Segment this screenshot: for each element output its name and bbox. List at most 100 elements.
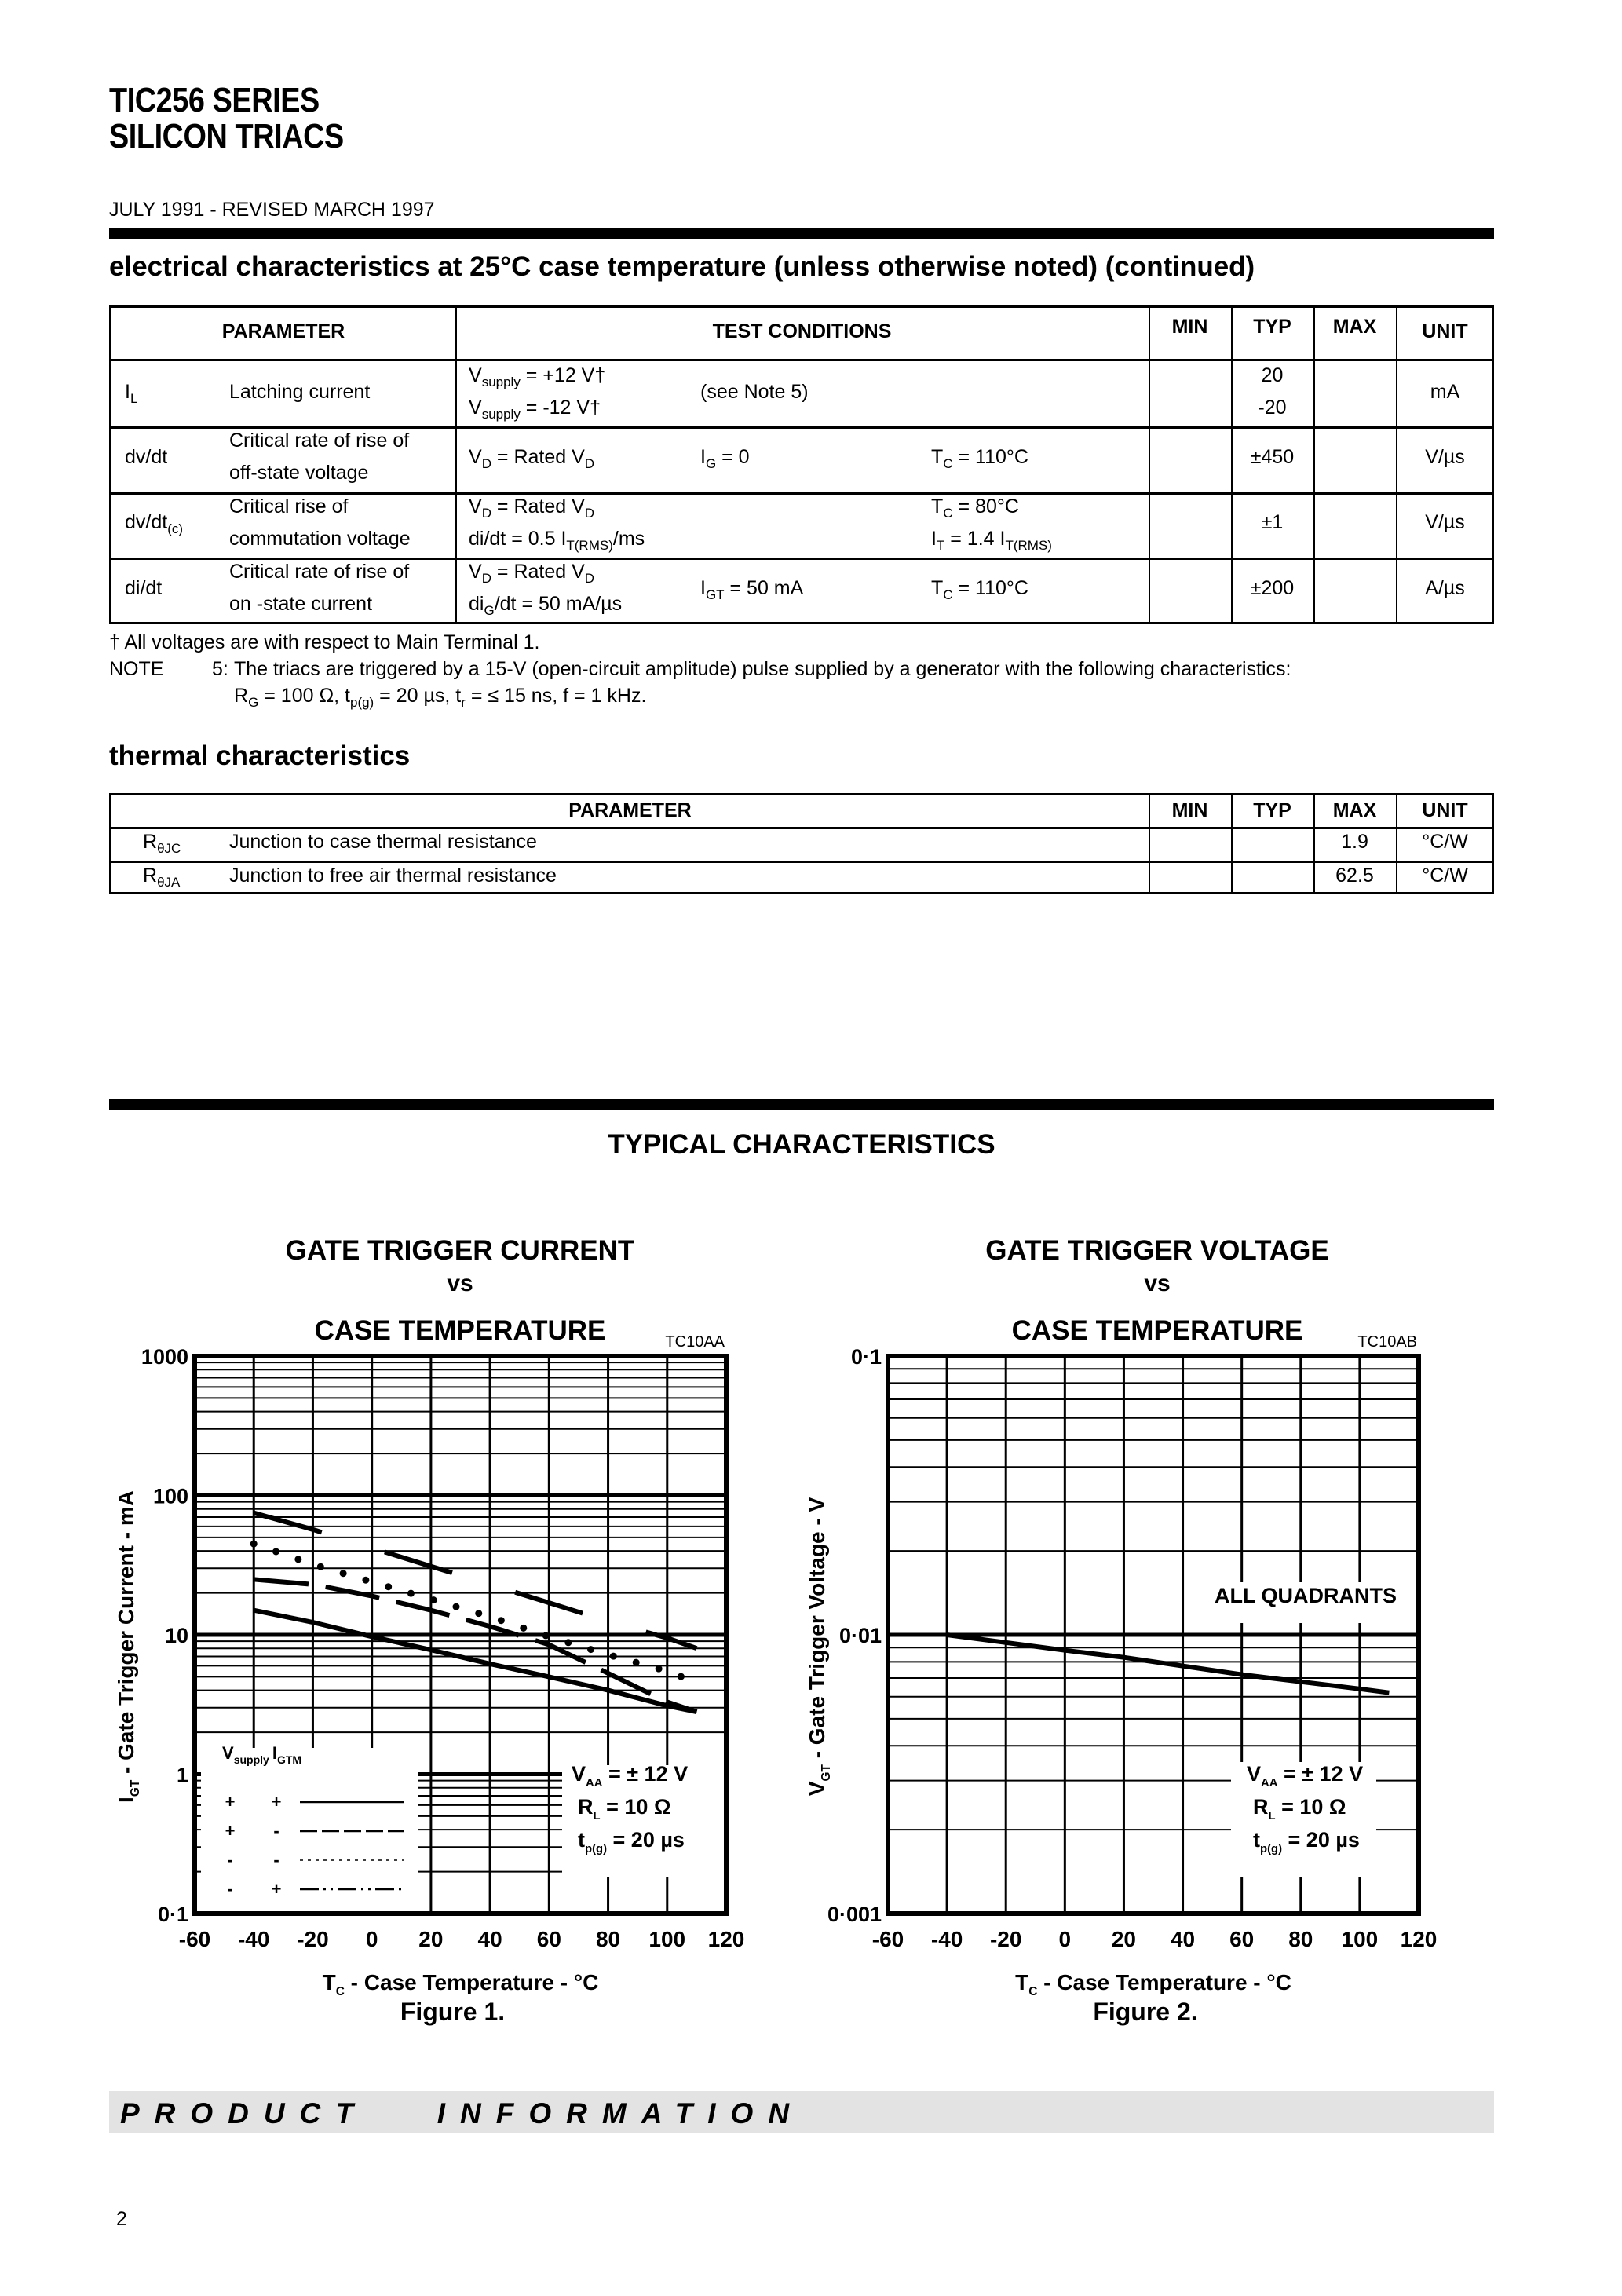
col-header-parameter: PARAMETER xyxy=(221,320,345,342)
param-name: off-state voltage xyxy=(229,462,369,484)
legend-background xyxy=(562,1765,725,1877)
max-value: 62.5 xyxy=(1335,865,1374,887)
x-tick-label: 20 xyxy=(1112,1927,1136,1951)
condition-label: VAA = ± 12 V xyxy=(572,1762,688,1790)
fig1-title-vs: vs xyxy=(447,1270,473,1296)
col-header-max: MAX xyxy=(1332,799,1377,821)
x-axis-label: TC - Case Temperature - °C xyxy=(323,1970,599,1998)
product-information-banner: PRODUCT INFORMATION xyxy=(109,2091,1494,2133)
legend-igtm: + xyxy=(272,1879,282,1899)
param-symbol: dv/dt(c) xyxy=(125,511,184,536)
test-condition: diG/dt = 50 mA/µs xyxy=(469,593,623,618)
col-header-parameter: PARAMETER xyxy=(568,799,692,821)
test-condition: VD = Rated VD xyxy=(469,446,595,471)
page-number: 2 xyxy=(116,2208,127,2230)
x-tick-label: -20 xyxy=(297,1927,328,1951)
x-tick-label: 0 xyxy=(1059,1927,1072,1951)
legend-vsupply: + xyxy=(225,1821,236,1841)
unit-value: mA xyxy=(1430,381,1460,403)
series-line-2 xyxy=(253,1577,698,1714)
x-tick-label: -40 xyxy=(238,1927,269,1951)
col-header-unit: UNIT xyxy=(1422,799,1468,821)
revision-date: JULY 1991 - REVISED MARCH 1997 xyxy=(109,199,435,221)
param-name: Junction to case thermal resistance xyxy=(229,831,537,853)
note-text: The triacs are triggered by a 15-V (open… xyxy=(234,658,1291,680)
plot-frame xyxy=(192,1354,729,1916)
y-tick-label: 1000 xyxy=(141,1345,188,1369)
y-tick-label: 0·001 xyxy=(827,1903,882,1926)
fig2-title-line1: GATE TRIGGER VOLTAGE xyxy=(985,1235,1329,1266)
typ-value: 20 xyxy=(1261,364,1284,386)
condition-label: tp(g) = 20 µs xyxy=(578,1828,685,1855)
condition-label: RL = 10 Ω xyxy=(1253,1795,1346,1823)
legend-header: Vsupply IGTM xyxy=(222,1743,301,1766)
typical-heading: TYPICAL CHARACTERISTICS xyxy=(608,1129,995,1160)
param-name: commutation voltage xyxy=(229,528,411,550)
x-tick-label: 120 xyxy=(1401,1927,1438,1951)
electrical-heading: electrical characteristics at 25°C case … xyxy=(109,251,1255,282)
legend-igtm: - xyxy=(273,1821,279,1841)
col-header-max: MAX xyxy=(1332,316,1377,338)
x-tick-label: 0 xyxy=(366,1927,378,1951)
y-axis-label: VGT - Gate Trigger Voltage - V xyxy=(805,1497,833,1797)
thermal-heading: thermal characteristics xyxy=(109,740,411,771)
test-condition: TC = 110°C xyxy=(931,446,1028,471)
param-name: Critical rate of rise of xyxy=(229,561,410,583)
figure-caption: Figure 2. xyxy=(1093,1998,1197,2026)
series-line-1 xyxy=(946,1632,1390,1695)
x-tick-label: 80 xyxy=(596,1927,620,1951)
test-condition: IGT = 50 mA xyxy=(700,577,804,602)
param-name: Critical rise of xyxy=(229,495,349,517)
col-header-typ: TYP xyxy=(1253,799,1291,821)
test-condition: VD = Rated VD xyxy=(469,495,595,521)
fig2-title-vs: vs xyxy=(1144,1270,1171,1296)
test-condition: IT = 1.4 IT(RMS) xyxy=(931,528,1052,553)
note-text-line2: RG = 100 Ω, tp(g) = 20 µs, tr = ≤ 15 ns,… xyxy=(234,685,647,710)
document-subtitle: SILICON TRIACS xyxy=(109,117,344,155)
param-symbol: IL xyxy=(125,381,138,406)
condition-label: tp(g) = 20 µs xyxy=(1253,1828,1360,1855)
dagger-note: † All voltages are with respect to Main … xyxy=(109,631,540,653)
legend-background xyxy=(1231,1762,1376,1877)
test-condition: Vsupply = -12 V† xyxy=(469,397,601,422)
legend-vsupply: - xyxy=(227,1879,232,1899)
x-axis-label: TC - Case Temperature - °C xyxy=(1015,1970,1291,1998)
x-tick-label: 60 xyxy=(537,1927,561,1951)
figure-code: TC10AA xyxy=(665,1333,725,1351)
fig1-title-line1: GATE TRIGGER CURRENT xyxy=(285,1235,635,1266)
max-value: 1.9 xyxy=(1341,831,1368,853)
test-condition: di/dt = 0.5 IT(RMS)/ms xyxy=(469,528,645,553)
legend-background xyxy=(1211,1582,1400,1623)
y-tick-label: 1 xyxy=(177,1764,188,1787)
col-header-min: MIN xyxy=(1171,316,1208,338)
y-axis-label: IGT - Gate Trigger Current - mA xyxy=(114,1490,142,1803)
plot-frame xyxy=(886,1354,1421,1916)
x-tick-label: 80 xyxy=(1288,1927,1313,1951)
legend-vsupply: - xyxy=(227,1850,232,1870)
legend-igtm: + xyxy=(272,1792,282,1812)
series-line-4 xyxy=(253,1510,698,1651)
banner-text: PRODUCT INFORMATION xyxy=(120,2097,805,2130)
test-condition: TC = 80°C xyxy=(931,495,1019,521)
test-condition: IG = 0 xyxy=(700,446,750,471)
param-symbol: di/dt xyxy=(125,577,163,599)
param-name: Critical rate of rise of xyxy=(229,430,410,452)
y-tick-label: 0·01 xyxy=(839,1624,882,1647)
col-header-typ: TYP xyxy=(1253,316,1291,338)
col-header-min: MIN xyxy=(1171,799,1208,821)
x-tick-label: -20 xyxy=(990,1927,1021,1951)
param-symbol: dv/dt xyxy=(125,446,168,468)
fig1-title-line2: CASE TEMPERATURE xyxy=(314,1315,606,1346)
x-tick-label: 40 xyxy=(1171,1927,1195,1951)
x-tick-label: 60 xyxy=(1229,1927,1254,1951)
typ-value: ±1 xyxy=(1261,511,1284,533)
unit-value: V/µs xyxy=(1425,511,1465,533)
x-tick-label: -60 xyxy=(872,1927,904,1951)
x-tick-label: 100 xyxy=(648,1927,685,1951)
y-tick-label: 10 xyxy=(165,1624,188,1647)
y-tick-label: 0·1 xyxy=(851,1345,882,1369)
condition-label: VAA = ± 12 V xyxy=(1247,1762,1363,1790)
y-tick-label: 100 xyxy=(153,1485,188,1508)
